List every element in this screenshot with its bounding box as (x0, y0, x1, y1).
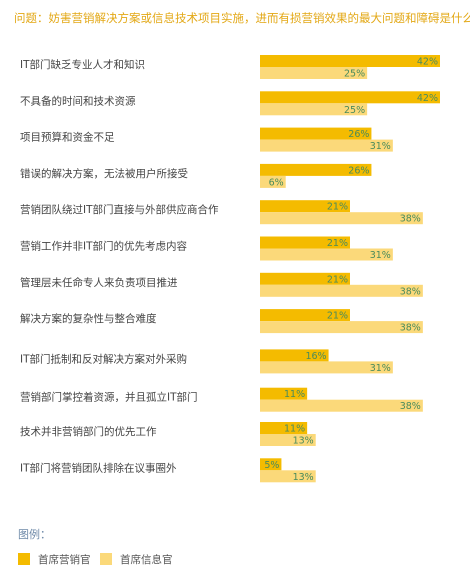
data-label: 21% (327, 311, 348, 322)
data-label: 5% (264, 460, 279, 471)
legend-item-cmo: 首席营销官 (18, 551, 91, 567)
bar (260, 127, 372, 140)
bar (260, 272, 350, 285)
category-label: 不具备的时间和技术资源 (20, 94, 136, 107)
legend-label-cio: 首席信息官 (120, 553, 173, 566)
data-label: 21% (327, 274, 348, 285)
data-label: 38% (400, 286, 421, 297)
bar (260, 67, 368, 79)
bar (260, 55, 440, 67)
data-label: 26% (348, 165, 369, 176)
bar (260, 422, 308, 434)
data-label: 25% (344, 105, 365, 116)
legend-label-cmo: 首席营销官 (38, 553, 91, 566)
data-label: 42% (417, 93, 438, 104)
data-label: 26% (348, 129, 369, 140)
bar (260, 91, 440, 104)
bar (260, 163, 372, 176)
category-label: 营销工作并非IT部门的优先考虑内容 (20, 240, 188, 253)
category-label: 技术并非营销部门的优先工作 (20, 425, 157, 438)
data-label: 38% (400, 323, 421, 334)
question-text: 问题：妨害营销解决方案或信息技术项目实施，进而有损营销效果的最大问题和障碍是什么… (14, 11, 470, 25)
bar (260, 434, 316, 446)
category-label: 营销部门掌控着资源，并且孤立IT部门 (20, 391, 198, 404)
data-label: 38% (400, 214, 421, 225)
data-label: 31% (370, 141, 391, 152)
data-label: 31% (370, 250, 391, 261)
bar (260, 284, 423, 297)
data-label: 11% (284, 389, 305, 400)
legend-title: 图例： (18, 528, 51, 541)
data-label: 42% (417, 57, 438, 68)
data-label: 13% (293, 472, 314, 483)
bar (260, 321, 423, 334)
bar (260, 212, 423, 225)
bar-chart: IT部门缺乏专业人才和知识 42% 25% 不具备的时间和技术资源 42% 25% 项目预算… (20, 55, 440, 483)
bar (260, 248, 393, 261)
data-label: 11% (284, 424, 305, 435)
data-label: 16% (305, 351, 326, 362)
data-label: 31% (370, 363, 391, 374)
bar (260, 349, 329, 362)
category-label: IT部门抵制和反对解决方案对外采购 (20, 352, 187, 365)
category-label: 错误的解决方案，无法被用户所接受 (20, 167, 188, 180)
bar (260, 470, 316, 483)
data-label: 25% (344, 69, 365, 80)
category-label: IT部门缺乏专业人才和知识 (20, 58, 145, 71)
bar (260, 236, 350, 249)
bar (260, 103, 368, 116)
data-label: 6% (269, 177, 284, 188)
bar (260, 309, 350, 322)
bar (260, 458, 282, 471)
bar (260, 361, 393, 374)
bar (260, 399, 423, 412)
bar (260, 139, 393, 152)
category-label: IT部门将营销团队排除在议事圈外 (20, 461, 177, 474)
bar (260, 387, 308, 400)
data-label: 21% (327, 202, 348, 213)
bar (260, 200, 350, 213)
data-label: 13% (293, 436, 314, 447)
category-label: 营销团队绕过IT部门直接与外部供应商合作 (20, 203, 219, 216)
bar (260, 175, 286, 188)
legend-swatch-cio (100, 553, 112, 565)
legend-swatch-cmo (18, 553, 30, 565)
data-label: 21% (327, 238, 348, 249)
category-label: 项目预算和资金不足 (20, 131, 115, 144)
category-label: 解决方案的复杂性与整合难度 (20, 312, 157, 325)
legend-item-cio: 首席信息官 (100, 551, 173, 567)
category-label: 管理层未任命专人来负责项目推进 (20, 276, 178, 289)
data-label: 38% (400, 401, 421, 412)
